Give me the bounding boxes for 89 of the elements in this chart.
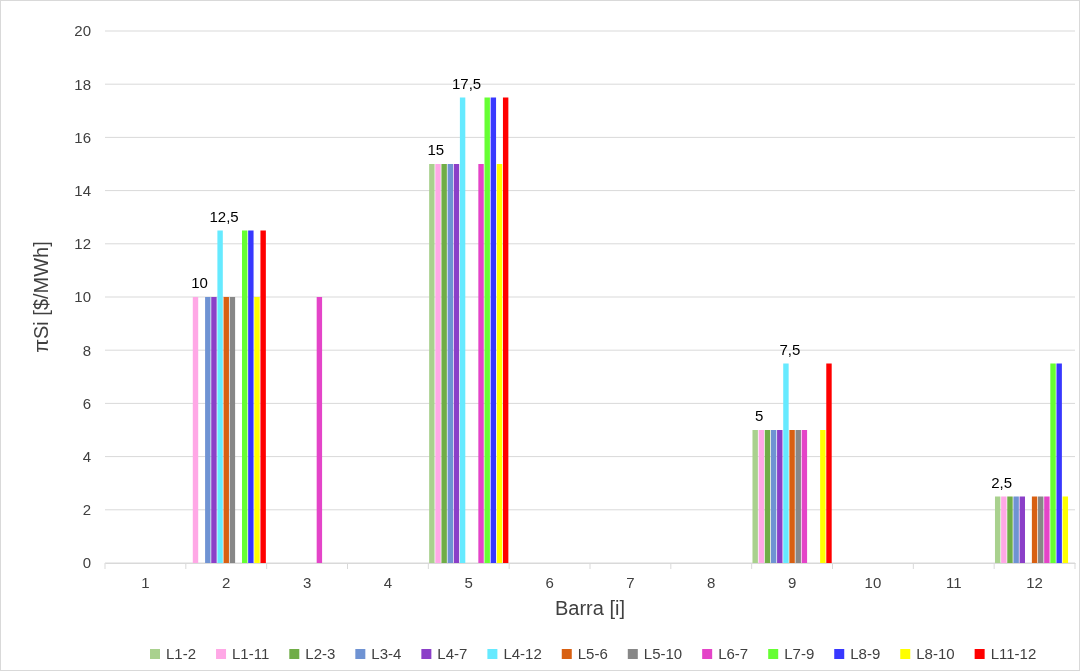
bar: [260, 230, 266, 563]
bar: [801, 430, 808, 563]
x-tick-label: 9: [787, 573, 797, 591]
legend-label: L4-12: [503, 645, 542, 662]
bar: [496, 164, 503, 563]
y-tick-label: 18: [74, 75, 91, 93]
x-tick-label: 10: [864, 573, 882, 591]
legend-label: L3-4: [371, 645, 402, 662]
bar: [490, 97, 497, 563]
bar: [770, 430, 777, 563]
x-tick-label: 11: [945, 573, 962, 591]
bar: [254, 297, 260, 563]
bar: [229, 297, 236, 563]
bar: [484, 97, 490, 563]
legend-label: L6-7: [718, 645, 749, 662]
annotation: 17,5: [452, 74, 482, 92]
legend-label: L7-9: [784, 645, 815, 662]
x-tick-label: 4: [383, 573, 393, 591]
bar: [826, 363, 832, 563]
bar: [211, 297, 217, 563]
bar: [248, 230, 254, 563]
x-tick-label: 5: [464, 573, 473, 591]
x-tick-label: 7: [626, 573, 635, 591]
y-tick-label: 16: [74, 128, 91, 146]
legend-label: L1-2: [166, 645, 197, 662]
bar: [453, 164, 460, 563]
bar: [777, 430, 783, 563]
bar: [764, 430, 771, 563]
legend-label: L5-10: [643, 645, 683, 662]
legend-label: L2-3: [305, 645, 336, 662]
bar: [789, 430, 795, 563]
y-axis-title: πSi [$/MWh]: [30, 241, 52, 353]
x-tick-label: 8: [707, 573, 716, 591]
bar: [1013, 496, 1019, 563]
bar: [795, 430, 801, 563]
bar: [435, 164, 441, 563]
bar: [1050, 363, 1056, 563]
bar: [758, 430, 765, 563]
annotation: 2,5: [991, 473, 1013, 491]
bar: [205, 297, 211, 563]
bar: [783, 363, 789, 563]
bar: [459, 97, 466, 563]
y-tick-label: 8: [82, 341, 91, 359]
bar: [429, 164, 435, 563]
bar: [1062, 496, 1069, 563]
annotation: 7,5: [779, 340, 801, 358]
x-tick-label: 1: [141, 573, 150, 591]
legend-label: L8-10: [916, 645, 955, 662]
legend-label: L5-6: [577, 645, 608, 662]
bar: [1007, 496, 1013, 563]
bar: [447, 164, 454, 563]
legend-label: L1-11: [232, 645, 270, 662]
bar: [1031, 496, 1038, 563]
bar: [242, 230, 248, 563]
x-tick-label: 3: [302, 573, 312, 591]
bar: [441, 164, 447, 563]
x-tick-label: 2: [222, 573, 231, 591]
legend-label: L8-9: [850, 645, 881, 662]
y-tick-label: 14: [74, 181, 91, 199]
annotation: 15: [427, 141, 445, 158]
bar: [1044, 496, 1050, 563]
legend-label: L11-12: [990, 645, 1037, 662]
y-tick-label: 2: [82, 501, 91, 519]
bar: [223, 297, 229, 563]
bar: [1056, 363, 1062, 563]
x-tick-label: 12: [1026, 573, 1043, 591]
bar: [1001, 496, 1007, 563]
annotation: 5: [755, 407, 764, 424]
y-tick-label: 10: [74, 288, 91, 306]
bar: [1019, 496, 1025, 563]
x-tick-label: 6: [545, 573, 554, 591]
bar: [316, 297, 323, 563]
y-tick-label: 4: [82, 447, 91, 465]
bar: [994, 496, 1001, 563]
bar: [478, 164, 484, 563]
legend-label: L4-7: [437, 645, 468, 662]
bar: [217, 230, 223, 563]
bar: [502, 97, 509, 563]
y-tick-label: 6: [82, 394, 91, 412]
y-tick-label: 20: [74, 22, 91, 40]
x-axis-title: Barra [i]: [554, 597, 626, 619]
y-tick-label: 12: [74, 235, 91, 253]
y-tick-label: 0: [82, 554, 91, 572]
bar: [1038, 496, 1044, 563]
bar: [192, 297, 199, 563]
annotation: 10: [191, 274, 208, 291]
bar: [820, 430, 826, 563]
annotation: 12,5: [209, 207, 239, 225]
bar: [752, 430, 758, 563]
